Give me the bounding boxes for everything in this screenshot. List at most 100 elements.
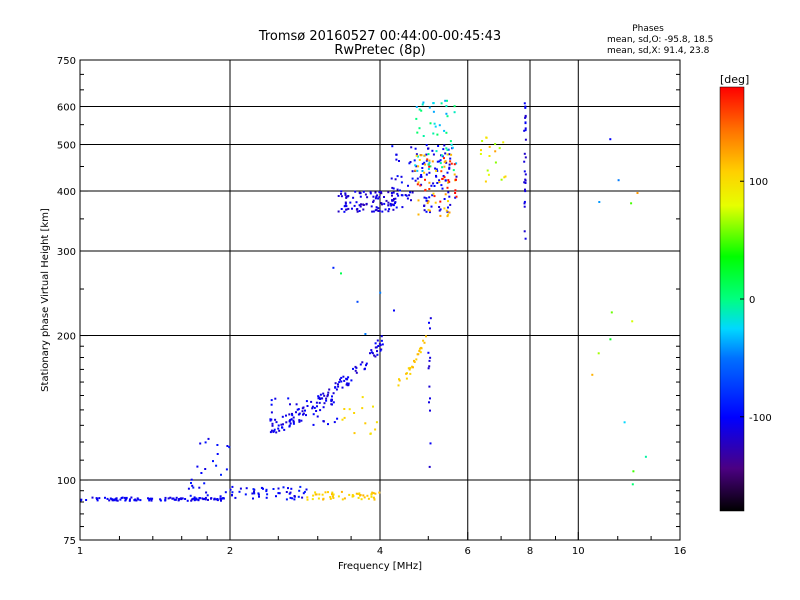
data-point <box>385 199 388 202</box>
data-point <box>455 162 458 165</box>
data-point <box>207 498 209 501</box>
data-point <box>106 497 109 500</box>
data-point <box>210 497 213 500</box>
data-point <box>345 378 348 381</box>
data-point <box>445 161 448 164</box>
data-point <box>325 397 328 400</box>
data-point <box>305 400 308 403</box>
data-point <box>357 496 360 499</box>
plot-grid <box>80 60 680 540</box>
data-point <box>298 420 301 423</box>
data-point <box>216 498 219 500</box>
data-point <box>438 179 441 182</box>
data-point <box>454 178 457 181</box>
data-point <box>374 355 377 358</box>
data-point <box>434 201 437 204</box>
data-point <box>399 189 401 192</box>
data-point <box>231 485 234 488</box>
data-point <box>278 429 281 432</box>
data-point <box>435 169 438 172</box>
data-point <box>391 186 394 189</box>
data-point <box>348 408 351 411</box>
data-point <box>331 495 334 498</box>
data-point <box>301 496 304 499</box>
data-point <box>303 490 306 493</box>
data-point <box>339 378 341 381</box>
data-point <box>348 493 351 496</box>
data-point <box>337 385 340 388</box>
data-point <box>341 386 344 389</box>
colorbar-tick-label: -100 <box>749 413 772 424</box>
data-point <box>480 149 482 152</box>
scatter-points <box>79 99 647 502</box>
data-point <box>524 114 527 117</box>
data-point <box>172 497 175 500</box>
data-point <box>359 205 362 208</box>
y-tick-label: 200 <box>57 332 76 343</box>
data-point <box>375 195 378 198</box>
data-point <box>305 414 307 417</box>
data-point <box>631 320 634 323</box>
data-point <box>623 421 626 424</box>
data-point <box>343 416 346 419</box>
data-point <box>436 182 439 184</box>
data-point <box>380 335 383 338</box>
data-point <box>429 409 431 412</box>
data-point <box>479 153 482 155</box>
data-point <box>494 150 497 153</box>
data-point <box>291 414 294 417</box>
data-point <box>417 155 419 158</box>
data-point <box>425 144 428 147</box>
data-point <box>380 191 382 193</box>
data-point <box>169 496 172 499</box>
data-point <box>378 342 381 345</box>
data-point <box>392 208 395 211</box>
data-point <box>384 208 387 211</box>
data-point <box>630 202 633 205</box>
data-point <box>292 416 295 419</box>
data-point <box>360 203 362 206</box>
data-point <box>448 195 451 198</box>
data-point <box>446 115 449 118</box>
data-point <box>405 377 408 380</box>
data-point <box>372 492 375 495</box>
data-point <box>244 493 247 496</box>
data-point <box>450 162 453 165</box>
data-point <box>397 384 400 387</box>
data-point <box>437 145 440 147</box>
data-point <box>277 487 280 490</box>
data-point <box>447 200 449 203</box>
colorbar-label: [deg] <box>720 73 749 86</box>
data-point <box>404 194 407 196</box>
x-tick-label: 8 <box>527 546 533 557</box>
data-point <box>319 398 322 400</box>
data-point <box>159 499 162 502</box>
data-point <box>445 209 448 212</box>
data-point <box>340 195 343 198</box>
data-point <box>524 188 526 191</box>
data-point <box>224 491 227 494</box>
data-point <box>239 487 242 490</box>
data-point <box>427 367 430 370</box>
data-point <box>322 406 325 409</box>
data-point <box>423 154 426 157</box>
data-point <box>125 496 128 499</box>
data-point <box>112 499 115 502</box>
data-point <box>421 162 424 165</box>
data-point <box>257 493 260 496</box>
data-point <box>445 147 448 150</box>
data-point <box>446 99 448 102</box>
data-point <box>364 422 367 425</box>
data-point <box>443 198 446 200</box>
data-point <box>415 117 418 120</box>
data-point <box>151 497 154 500</box>
data-point <box>454 189 457 192</box>
data-point <box>119 498 122 501</box>
data-point <box>190 499 193 502</box>
data-point <box>429 317 432 320</box>
data-point <box>417 213 420 216</box>
data-point <box>377 207 380 210</box>
data-point <box>219 495 222 498</box>
data-point <box>352 367 354 370</box>
data-point <box>523 202 526 205</box>
